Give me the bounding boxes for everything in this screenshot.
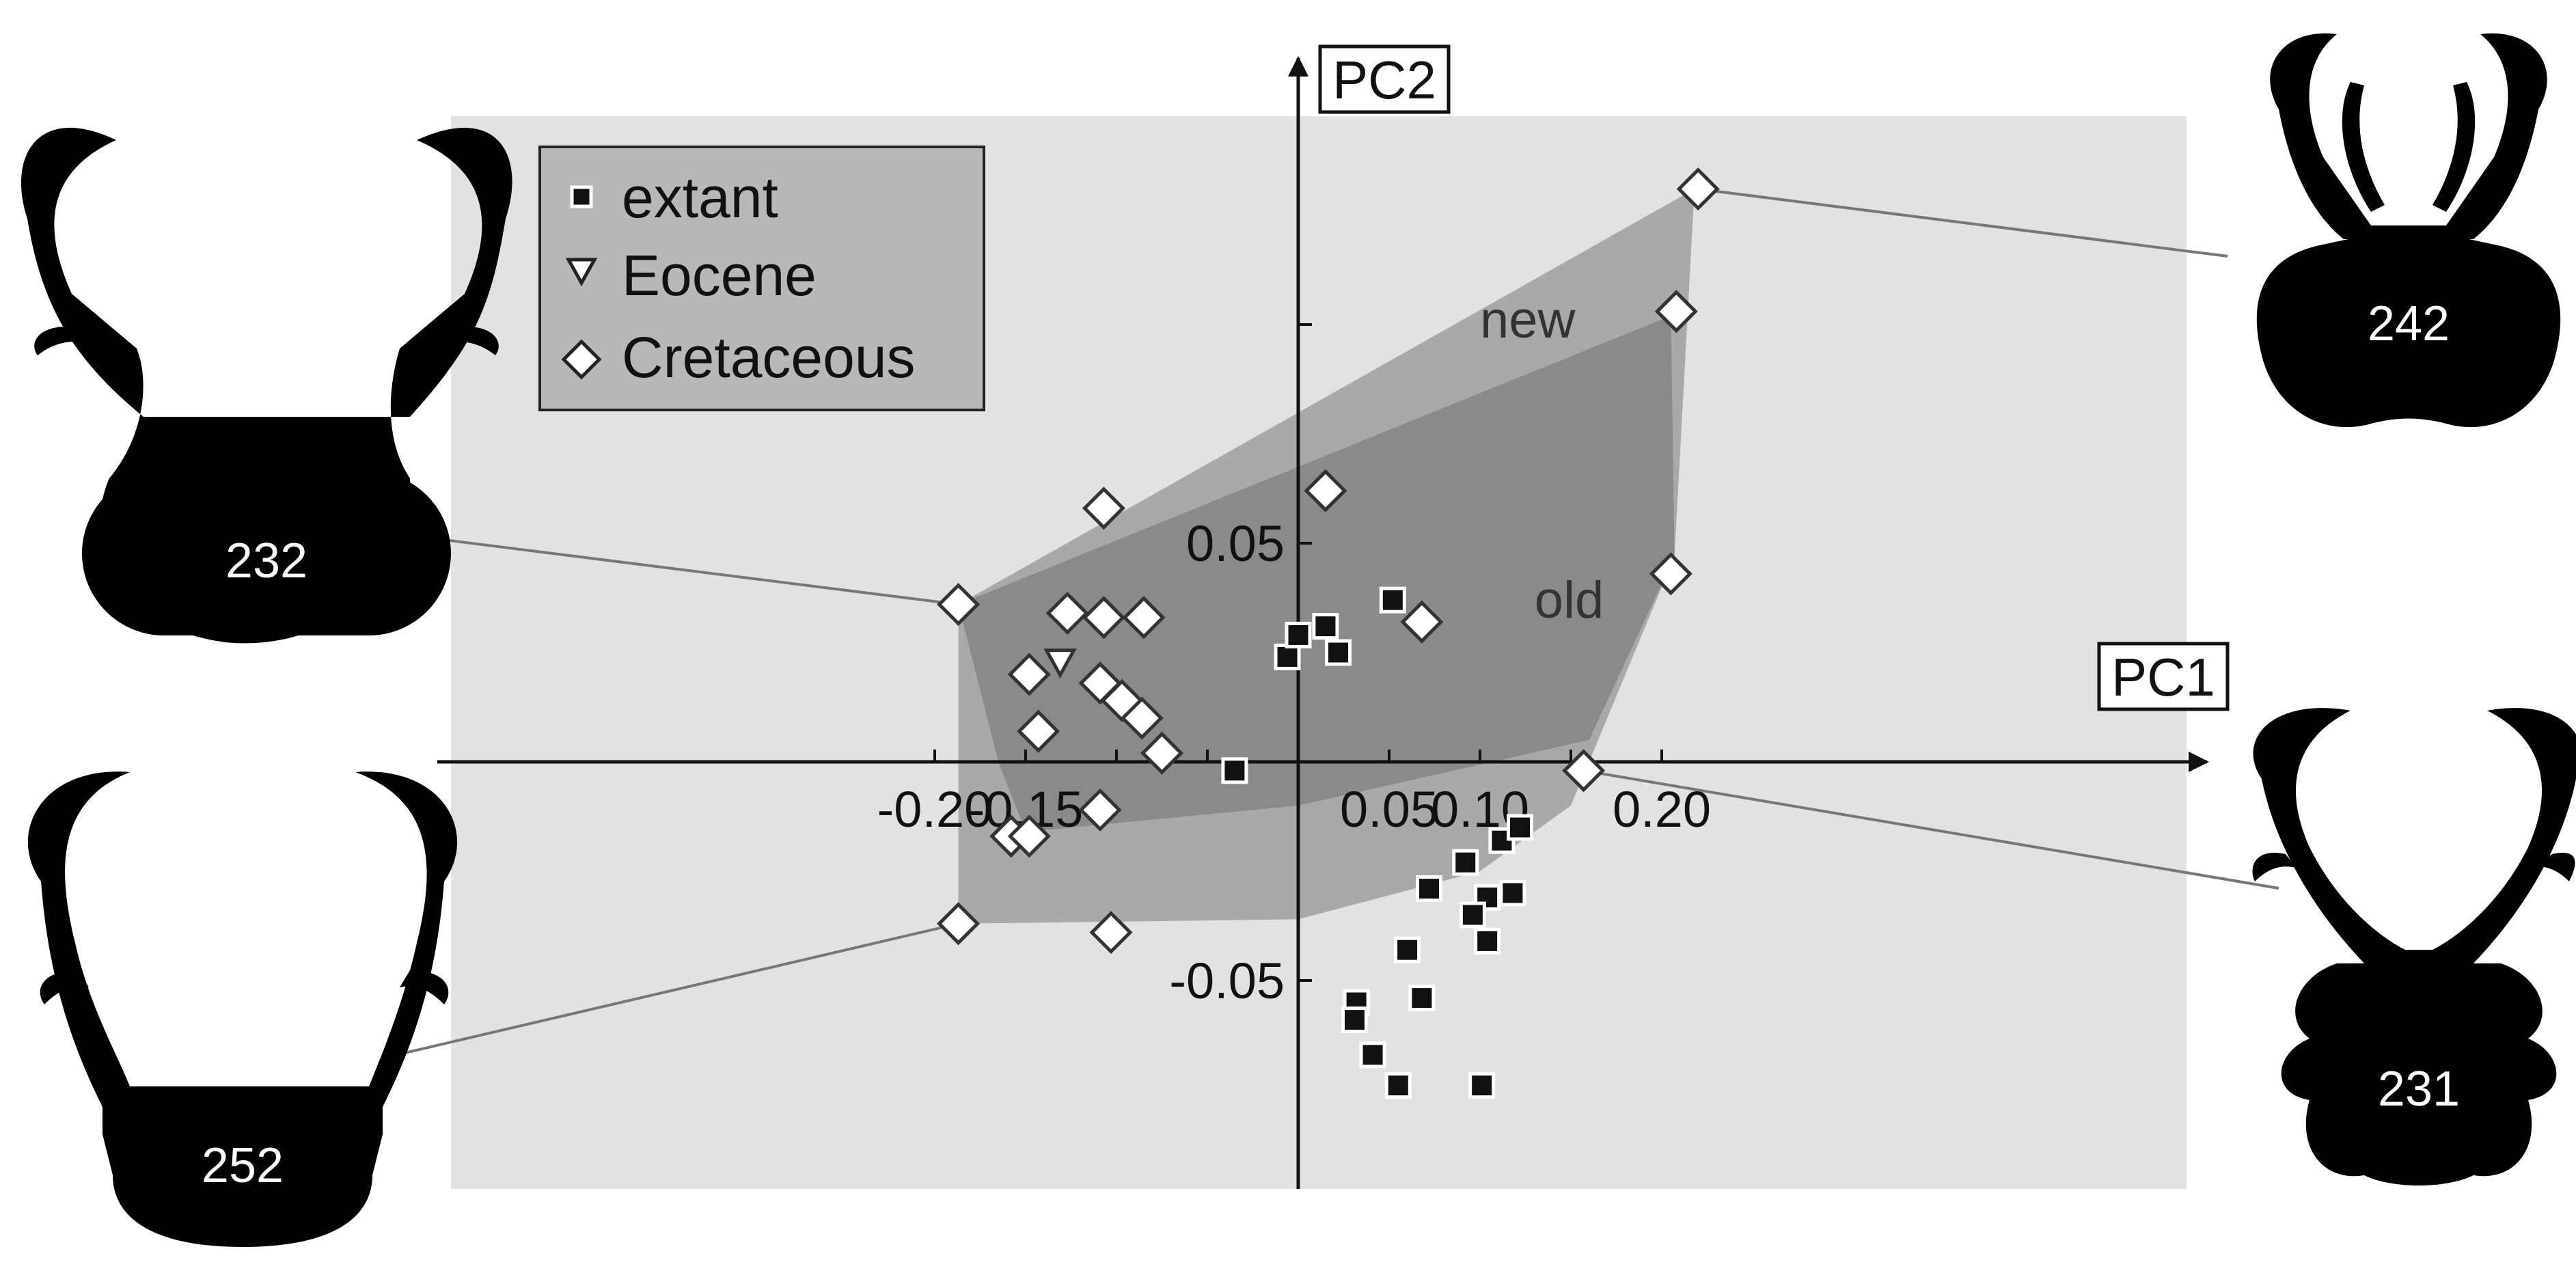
point-cretaceous [1007, 653, 1051, 696]
point-cretaceous [1082, 486, 1125, 530]
specimen-252: 252 [27, 771, 458, 1247]
legend-marker-cretaceous [561, 339, 602, 380]
legend-box [538, 146, 985, 411]
point-extant [1274, 643, 1301, 670]
legend: extant Eocene Cretaceous [538, 146, 985, 411]
point-cretaceous [1120, 696, 1164, 740]
point-cretaceous [937, 902, 981, 946]
specimen-242: 242 [2256, 33, 2561, 428]
specimen-231: 231 [2252, 708, 2576, 1185]
specimen-232: 232 [20, 127, 512, 644]
region-label-new: new [1480, 291, 1576, 349]
legend-label-cretaceous: Cretaceous [622, 325, 916, 389]
specimen-label-231: 231 [2378, 1062, 2460, 1116]
point-extant [1384, 1072, 1412, 1099]
point-extant [1452, 849, 1479, 876]
point-cretaceous [1082, 596, 1125, 640]
mandible-231-silhouette [2253, 708, 2576, 970]
specimen-leader-lines [392, 187, 2279, 1057]
point-extant [1468, 1072, 1496, 1099]
specimen-label-242: 242 [2368, 297, 2450, 351]
point-cretaceous [1654, 290, 1698, 333]
point-cretaceous [1304, 469, 1347, 512]
point-extant [1474, 927, 1501, 955]
y-tick-label: 0.05 [1186, 515, 1285, 572]
point-cretaceous [1676, 167, 1720, 211]
data-points [937, 167, 1720, 1099]
specimen-label-232: 232 [225, 534, 307, 588]
point-cretaceous [1122, 596, 1166, 640]
leader-line-232 [416, 535, 959, 606]
point-extant [1379, 586, 1406, 614]
leader-line-242 [1697, 187, 2228, 258]
point-cretaceous [1045, 591, 1089, 635]
legend-label-eocene: Eocene [622, 243, 817, 307]
x-axis-title: PC1 [2111, 647, 2215, 707]
point-cretaceous [1078, 788, 1122, 832]
legend-label-extant: extant [622, 165, 778, 230]
point-cretaceous [1649, 552, 1693, 596]
point-extant [1341, 1006, 1368, 1034]
legend-marker-eocene [565, 258, 598, 287]
point-extant [1359, 1041, 1386, 1069]
point-cretaceous [1400, 600, 1444, 644]
y-axis-title: PC2 [1332, 50, 1436, 110]
specimen-label-252: 252 [202, 1138, 284, 1193]
point-cretaceous [1562, 749, 1606, 793]
point-extant [1285, 621, 1312, 648]
point-extant [1221, 757, 1248, 784]
x-tick-label: 0.05 [1340, 781, 1438, 838]
y-axis-title-box: PC2 [1318, 44, 1451, 114]
leader-line-231 [1583, 769, 2279, 890]
point-extant [1408, 985, 1436, 1012]
y-tick-label: -0.05 [1169, 952, 1285, 1009]
point-cretaceous [1140, 731, 1184, 775]
point-extant [1416, 875, 1443, 903]
point-extant [1499, 879, 1526, 907]
mandible-242-silhouette [2270, 33, 2547, 240]
point-cretaceous [1089, 911, 1133, 955]
x-tick-label: -0.20 [877, 781, 993, 838]
legend-marker-extant [570, 185, 593, 208]
x-axis-title-box: PC1 [2097, 642, 2230, 711]
leader-line-252 [392, 922, 959, 1057]
point-cretaceous [1007, 814, 1051, 858]
point-extant [1459, 901, 1486, 929]
point-extant [1507, 814, 1534, 841]
mandible-252-silhouette [27, 771, 458, 1107]
point-cretaceous [1017, 709, 1060, 753]
point-extant [1394, 936, 1421, 963]
point-extant [1312, 613, 1339, 640]
point-extant [1325, 639, 1352, 666]
point-cretaceous [937, 583, 981, 627]
point-eocene [1043, 648, 1077, 678]
region-label-old: old [1535, 571, 1604, 629]
